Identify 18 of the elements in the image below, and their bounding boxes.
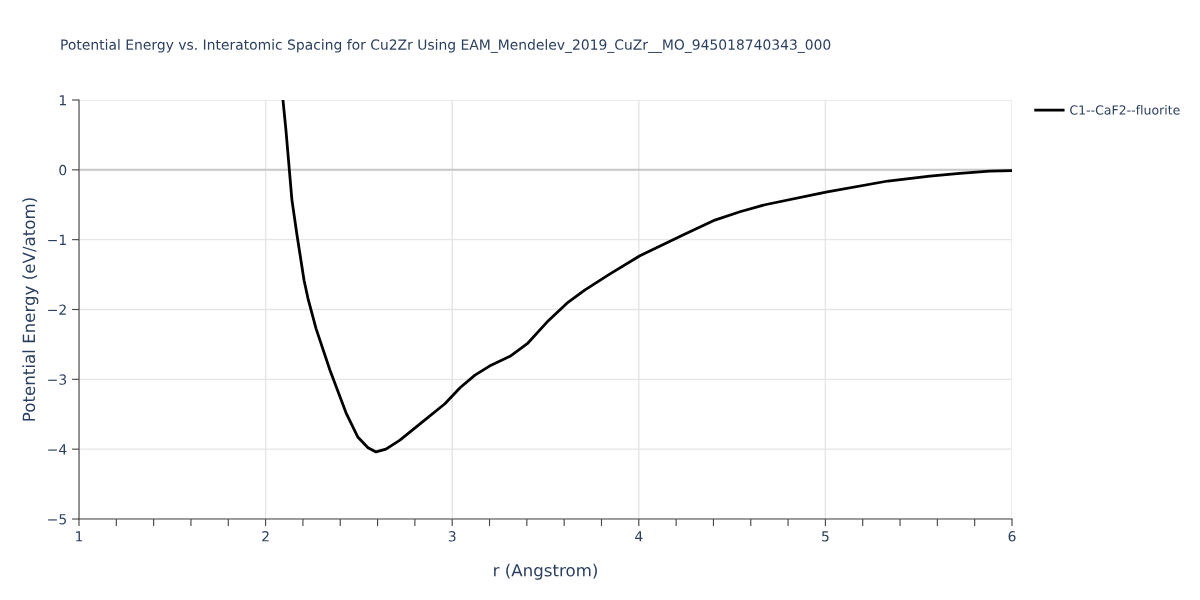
y-tick-label: −5: [48, 514, 66, 525]
y-tick-label: 1: [59, 95, 66, 106]
y-tick-label: 0: [59, 164, 67, 176]
x-tick-label: 2: [262, 531, 269, 542]
x-tick-label: 1: [76, 531, 83, 542]
chart-title: Potential Energy vs. Interatomic Spacing for Cu2Zr Using EAM_Mendelev_2019_CuZr__MO_945018740343_000: [61, 39, 831, 53]
x-tick-label: 3: [448, 531, 456, 542]
x-tick-label: 5: [822, 531, 829, 542]
x-axis-title: r (Angstrom): [494, 563, 597, 580]
x-tick-label: 6: [1008, 531, 1016, 542]
legend-label: C1--CaF2--fluorite: [1070, 105, 1180, 115]
y-tick-label: −1: [48, 234, 66, 245]
line-series: [281, 100, 1012, 454]
y-axis-title: Potential Energy (eV/atom): [22, 198, 39, 421]
y-tick-label: −2: [48, 304, 66, 315]
y-tick-label: −4: [48, 444, 67, 455]
y-tick-label: −3: [48, 374, 67, 385]
x-tick-label: 4: [635, 531, 643, 542]
